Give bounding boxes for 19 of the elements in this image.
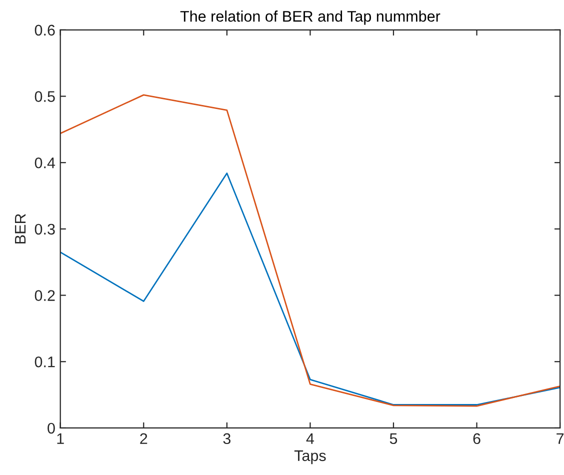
line-series: [60, 94, 560, 407]
x-tick-label: 6: [473, 433, 480, 444]
y-tick-label: 0.4: [34, 157, 56, 168]
x-tick-label: 3: [223, 433, 230, 444]
x-tick-label: 5: [390, 433, 398, 444]
x-tick-label: 4: [306, 433, 314, 444]
y-tick-label: 0.1: [34, 356, 55, 368]
chart-title: The relation of BER and Tap nummber: [180, 10, 440, 25]
x-axis-title: Taps: [294, 450, 326, 464]
line-series: [60, 172, 560, 406]
x-tick-label: 1: [57, 433, 64, 444]
y-tick-label: 0.2: [34, 290, 55, 301]
y-tick-label: 0.6: [34, 24, 55, 36]
y-tick-label: 0.5: [34, 91, 55, 102]
y-tick-label: 0: [48, 422, 55, 434]
x-tick-label: 7: [556, 433, 564, 444]
y-tick-label: 0.3: [34, 224, 55, 235]
x-tick-label: 2: [140, 433, 148, 444]
y-axis-title: BER: [15, 214, 26, 244]
